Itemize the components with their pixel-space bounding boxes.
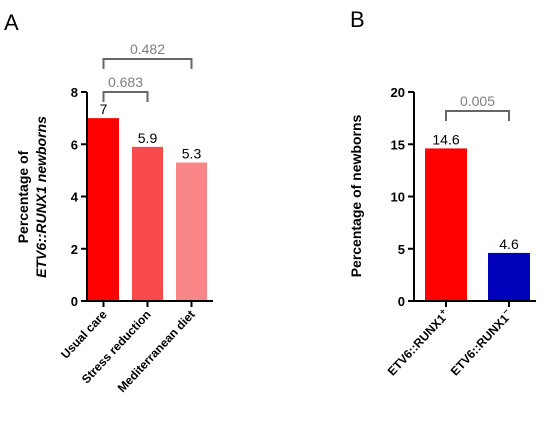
panel-b-y-tick-label-5: 5 <box>398 242 405 257</box>
panel-a-bar-1 <box>88 118 119 301</box>
panel-b-category-label-2: ETV6::RUNX1− <box>446 306 515 378</box>
panel-b-bar-1 <box>425 148 467 301</box>
panel-b-p-value-1: 0.005 <box>460 93 495 109</box>
panel-a-y-tick-label-2: 2 <box>71 242 78 257</box>
panel-b-y-tick-label-20: 20 <box>391 85 405 100</box>
panel-a-y-tick-label-0: 0 <box>71 294 78 309</box>
panel-a-p-value-1: 0.683 <box>108 74 143 90</box>
panel-a-bar-2 <box>132 146 163 301</box>
panel-b-y-tick-label-15: 15 <box>391 137 405 152</box>
panel-b-bar-2 <box>488 252 530 301</box>
panel-a-chart: A Percentage of ETV6::RUNX1 newborns 75.… <box>4 10 213 395</box>
panel-a-y-axis-title-line2: ETV6::RUNX1 newborns <box>33 116 49 278</box>
panel-a-y-tick-label-4: 4 <box>71 190 79 205</box>
panel-b-y-tick-label-0: 0 <box>398 294 405 309</box>
panel-a-data-label-1: 7 <box>100 101 108 117</box>
panel-b-y-tick-label-10: 10 <box>391 190 405 205</box>
panel-b-label: B <box>350 7 365 32</box>
panel-a-significance-bracket-1 <box>102 91 149 102</box>
panel-b-chart: B Percentage of newborns 14.6 4.6 0 5 10 15 20… <box>348 7 536 378</box>
panel-b-category-superscript-2: − <box>500 306 511 317</box>
panel-b-category-label-1: ETV6::RUNX1+ <box>383 306 452 378</box>
panel-a-y-tick-label-6: 6 <box>71 137 78 152</box>
panel-a-category-label-3: Mediterranean diet <box>115 307 198 395</box>
panel-a-y-axis-title-line1: Percentage of <box>15 150 31 243</box>
panel-a-significance-bracket-2 <box>102 58 193 69</box>
panel-b-y-axis-title: Percentage of newborns <box>348 114 364 277</box>
panel-b-significance-bracket-1 <box>445 110 510 121</box>
panel-a-p-value-2: 0.482 <box>130 41 165 57</box>
panel-a-data-label-3: 5.3 <box>182 146 202 162</box>
panel-a-bar-3 <box>176 162 207 301</box>
panel-a-y-tick-label-8: 8 <box>71 85 78 100</box>
panel-a-data-label-2: 5.9 <box>138 130 158 146</box>
panel-b-data-label-1: 14.6 <box>432 131 459 147</box>
panel-b-category-superscript-1: + <box>437 306 448 317</box>
panel-b-data-label-2: 4.6 <box>499 236 519 252</box>
panel-a-label: A <box>4 10 19 35</box>
